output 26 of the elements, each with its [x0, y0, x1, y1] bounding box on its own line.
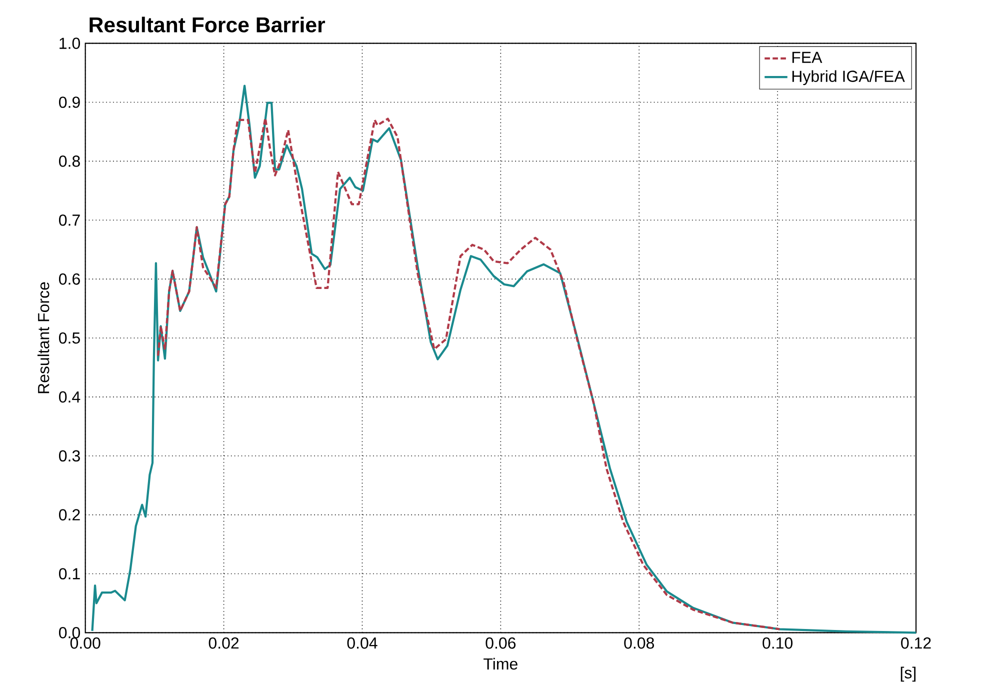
x-tick-label: 0.06: [486, 637, 516, 649]
legend-label: FEA: [792, 52, 822, 63]
x-tick-label: 0.02: [208, 637, 239, 649]
y-tick-label: 0.3: [59, 450, 80, 462]
y-tick-label: 1.0: [60, 38, 80, 49]
legend-label: Hybrid IGA/FEA: [792, 70, 905, 86]
y-tick-label: 0.0: [59, 627, 80, 638]
chart-title: Resultant Force Barrier: [90, 16, 326, 32]
y-tick-label: 0.4: [59, 391, 80, 403]
y-tick-label: 0.6: [59, 273, 80, 285]
x-tick-label: 0.10: [762, 637, 793, 649]
x-axis-title: Time: [484, 658, 518, 670]
y-tick-label: 0.9: [59, 96, 80, 108]
y-tick-label: 0.8: [59, 156, 80, 167]
x-tick-label: 0.00: [70, 637, 100, 649]
y-tick-label: 0.5: [59, 332, 80, 344]
x-tick-label: 0.08: [624, 637, 654, 649]
y-axis-title: Resultant Force: [37, 282, 50, 394]
y-tick-label: 0.7: [59, 214, 80, 226]
y-tick-label: 0.1: [59, 568, 80, 580]
y-tick-label: 0.2: [59, 509, 80, 520]
line-series: [91, 84, 918, 634]
x-tick-label: 0.04: [347, 637, 378, 649]
text: [s]: [900, 666, 916, 682]
x-tick-label: 0.12: [901, 637, 931, 649]
line-series: [156, 117, 781, 630]
